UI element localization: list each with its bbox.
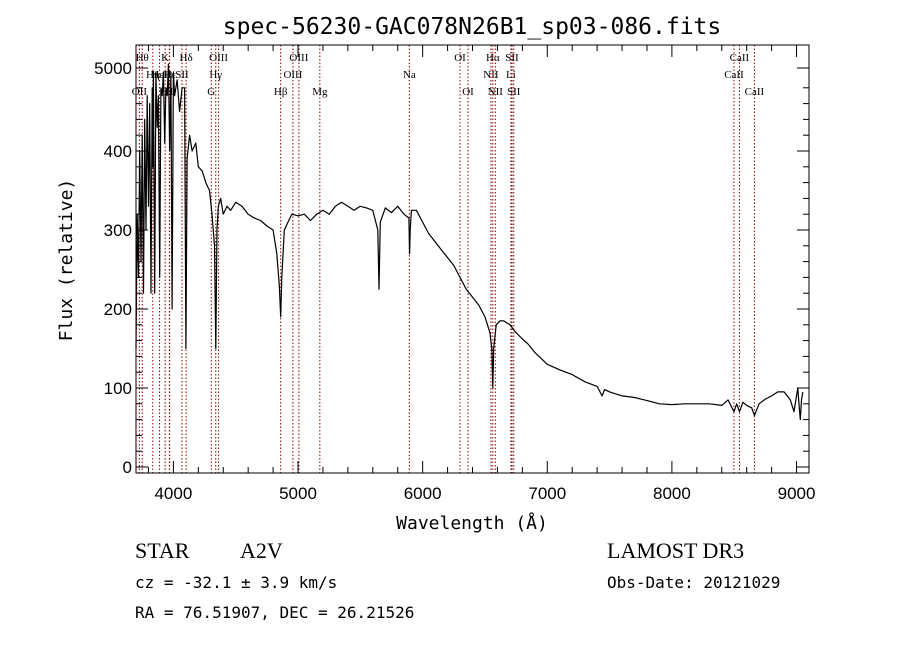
x-tick-label-1: 5000 bbox=[279, 484, 317, 503]
y-axis-label: Flux (relative) bbox=[56, 179, 77, 342]
survey-name: LAMOST DR3 bbox=[607, 538, 745, 563]
x-tick-label-0: 4000 bbox=[154, 484, 192, 503]
y-tick-label-3: 300 bbox=[104, 221, 132, 240]
line-label-12: Hβ bbox=[274, 86, 288, 98]
line-label-7: SII bbox=[175, 69, 189, 81]
line-label-19: NII bbox=[483, 69, 499, 81]
line-label-18: OI bbox=[462, 86, 474, 98]
line-label-4: K bbox=[161, 52, 169, 64]
x-tick-label-3: 7000 bbox=[528, 484, 566, 503]
plot-frame bbox=[135, 44, 810, 474]
line-label-20: Hα bbox=[486, 52, 500, 64]
x-tick-label-5: 9000 bbox=[778, 484, 816, 503]
line-label-25: CaII bbox=[724, 69, 744, 81]
axes: 4000 5000 6000 7000 8000 9000 0 100 200 300 400 500… bbox=[94, 44, 816, 503]
line-label-21: NII bbox=[488, 86, 504, 98]
series-line-flux bbox=[135, 63, 804, 421]
line-label-10: Hγ bbox=[209, 69, 222, 81]
line-label-14: OIII bbox=[289, 52, 308, 64]
coordinates: RA = 76.51907, DEC = 26.21526 bbox=[135, 603, 415, 622]
line-label-13: OIII bbox=[283, 69, 302, 81]
spectral-subclass: A2V bbox=[240, 538, 283, 563]
y-tick-label-2: 200 bbox=[104, 300, 132, 319]
line-label-26: CaII bbox=[730, 52, 750, 64]
y-tick-label-5: 5000 bbox=[94, 59, 132, 78]
line-label-16: Na bbox=[403, 69, 416, 81]
line-label-22: Li bbox=[506, 69, 516, 81]
line-label-24: SII bbox=[507, 86, 521, 98]
line-label-15: Mg bbox=[312, 86, 328, 98]
redshift-value: cz = -32.1 ± 3.9 km/s bbox=[135, 573, 338, 592]
line-label-0: Hθ bbox=[136, 52, 149, 64]
x-axis-label: Wavelength (Å) bbox=[396, 512, 548, 534]
line-label-8: Hδ bbox=[180, 52, 193, 64]
observation-date: Obs-Date: 20121029 bbox=[607, 573, 781, 592]
y-tick-label-4: 400 bbox=[104, 142, 132, 161]
x-tick-label-4: 8000 bbox=[653, 484, 691, 503]
flux-series bbox=[135, 63, 804, 421]
x-tick-label-2: 6000 bbox=[404, 484, 442, 503]
line-label-23: SII bbox=[505, 52, 519, 64]
y-tick-label-1: 100 bbox=[104, 379, 132, 398]
line-label-11: G bbox=[207, 86, 215, 98]
line-label-27: CaII bbox=[745, 86, 765, 98]
line-label-17: OI bbox=[454, 52, 466, 64]
chart-title: spec-56230-GAC078N26B1_sp03-086.fits bbox=[223, 14, 722, 40]
object-class: STAR bbox=[135, 538, 190, 563]
y-tick-label-0: 0 bbox=[123, 458, 132, 477]
line-label-9: OIII bbox=[209, 52, 228, 64]
